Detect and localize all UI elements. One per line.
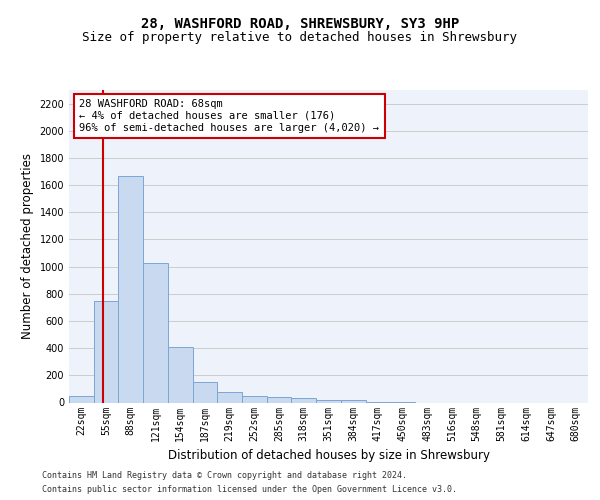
Bar (341, 400, 365, 402)
Bar (193, 382, 217, 402)
Text: Contains HM Land Registry data © Crown copyright and database right 2024.: Contains HM Land Registry data © Crown c… (42, 472, 407, 480)
Text: 28 WASHFORD ROAD: 68sqm
← 4% of detached houses are smaller (176)
96% of semi-de: 28 WASHFORD ROAD: 68sqm ← 4% of detached… (79, 100, 379, 132)
Bar (242, 396, 267, 402)
Text: Contains public sector information licensed under the Open Government Licence v3: Contains public sector information licen… (42, 484, 457, 494)
Bar (316, 400, 341, 402)
Text: Size of property relative to detached houses in Shrewsbury: Size of property relative to detached ho… (83, 31, 517, 44)
X-axis label: Distribution of detached houses by size in Shrewsbury: Distribution of detached houses by size … (167, 449, 490, 462)
Y-axis label: Number of detached properties: Number of detached properties (21, 153, 34, 339)
Bar (118, 176, 143, 402)
Bar (292, 398, 316, 402)
Text: 28, WASHFORD ROAD, SHREWSBURY, SY3 9HP: 28, WASHFORD ROAD, SHREWSBURY, SY3 9HP (141, 17, 459, 31)
Bar (143, 262, 168, 402)
Bar (267, 397, 292, 402)
Bar (168, 348, 193, 403)
Bar (217, 392, 242, 402)
Bar (94, 300, 118, 402)
Bar (69, 396, 94, 402)
